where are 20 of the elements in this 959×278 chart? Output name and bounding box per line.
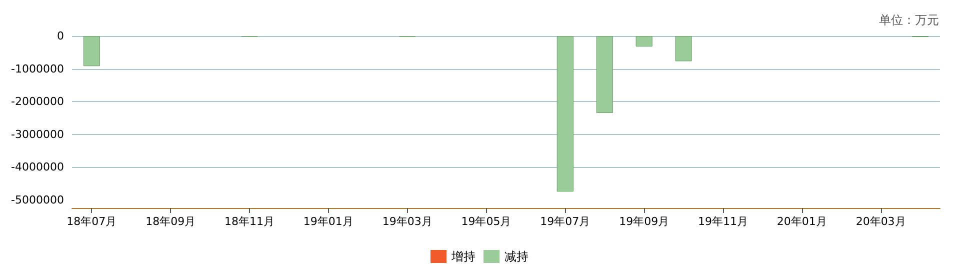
x-tick-label: 19年09月	[619, 215, 670, 228]
x-tick-label: 18年07月	[66, 215, 117, 228]
text: 单位：万元	[879, 13, 939, 27]
y-tick-label: -2000000	[10, 95, 64, 108]
legend-label: 减持	[504, 250, 528, 264]
x-tick-label: 20年03月	[856, 215, 906, 228]
x-tick-label: 19年11月	[698, 215, 748, 228]
y-tick-label: -5000000	[10, 193, 64, 206]
x-tick-label: 18年09月	[146, 215, 196, 228]
x-tick-label: 19年05月	[461, 215, 512, 228]
x-tick-label: 19年07月	[540, 215, 590, 228]
y-tick-label: 0	[56, 30, 64, 42]
x-tick-label: 19年01月	[303, 215, 354, 228]
y-tick-label: -3000000	[10, 128, 64, 141]
x-tick-label: 20年01月	[776, 215, 827, 228]
x-tick-label: 18年11月	[224, 215, 275, 228]
y-tick-label: -1000000	[10, 62, 64, 76]
legend-label: 增持	[450, 250, 476, 264]
y-tick-label: -4000000	[10, 160, 64, 174]
x-tick-label: 19年03月	[382, 215, 432, 228]
